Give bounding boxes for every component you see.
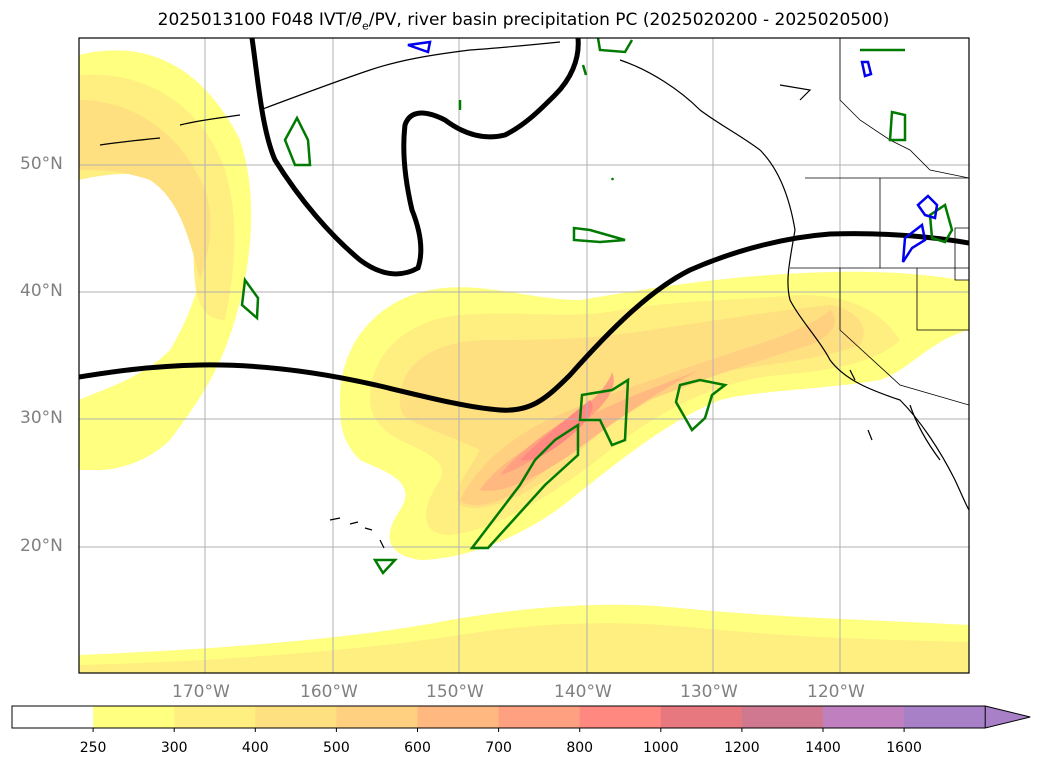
ivt-shading: [79, 38, 969, 673]
map-title: 2025013100 F048 IVT/θe/PV, river basin p…: [157, 10, 890, 33]
blue-contours: [407, 40, 939, 263]
colorbar-tick-label: 1400: [805, 740, 841, 756]
precip-contours: [240, 38, 954, 576]
colorbar-tick-label: 300: [160, 740, 188, 756]
colorbar-segment: [741, 706, 824, 728]
colorbar-tick-label: 1600: [886, 740, 922, 756]
colorbar-tick-label: 500: [323, 740, 350, 756]
colorbar-tick-label: 600: [404, 740, 431, 756]
lon-label-120: 120°W: [807, 682, 865, 702]
colorbar-tick-label: 700: [485, 740, 512, 756]
colorbar-segment: [904, 706, 986, 728]
colorbar-segment: [336, 706, 418, 728]
pv-contours: [79, 38, 969, 413]
lat-label-40: 40°N: [20, 281, 63, 301]
colorbar-tick-label: 400: [241, 740, 269, 756]
colorbar-segment: [579, 706, 662, 728]
lon-label-160: 160°W: [300, 682, 358, 702]
colorbar-segment: [498, 706, 581, 728]
colorbar-tick-label: 1000: [642, 740, 679, 756]
lat-label-50: 50°N: [20, 154, 63, 174]
colorbar-extend-arrow: [984, 705, 1031, 729]
colorbar-tick-label: 250: [79, 740, 107, 756]
colorbar-segment: [174, 706, 256, 728]
colorbar-segment: [660, 706, 743, 728]
lon-label-150: 150°W: [426, 682, 484, 702]
gridlines: [79, 38, 969, 673]
colorbar-tick-label: 800: [566, 740, 594, 756]
plot-frame: [78, 37, 970, 674]
colorbar-segment: [823, 706, 905, 728]
colorbar-segment: [255, 706, 337, 728]
colorbar-segment: [417, 706, 500, 728]
colorbar: [11, 705, 1031, 732]
colorbar-segment: [93, 706, 175, 728]
lon-label-140: 140°W: [554, 682, 612, 702]
lat-label-30: 30°N: [20, 408, 63, 428]
colorbar-tick-label: 1200: [724, 740, 760, 756]
lat-label-20: 20°N: [20, 536, 63, 556]
lon-label-170: 170°W: [172, 682, 230, 702]
coastlines: [99, 41, 969, 549]
colorbar-segment: [12, 706, 94, 728]
lon-label-130: 130°W: [680, 682, 738, 702]
